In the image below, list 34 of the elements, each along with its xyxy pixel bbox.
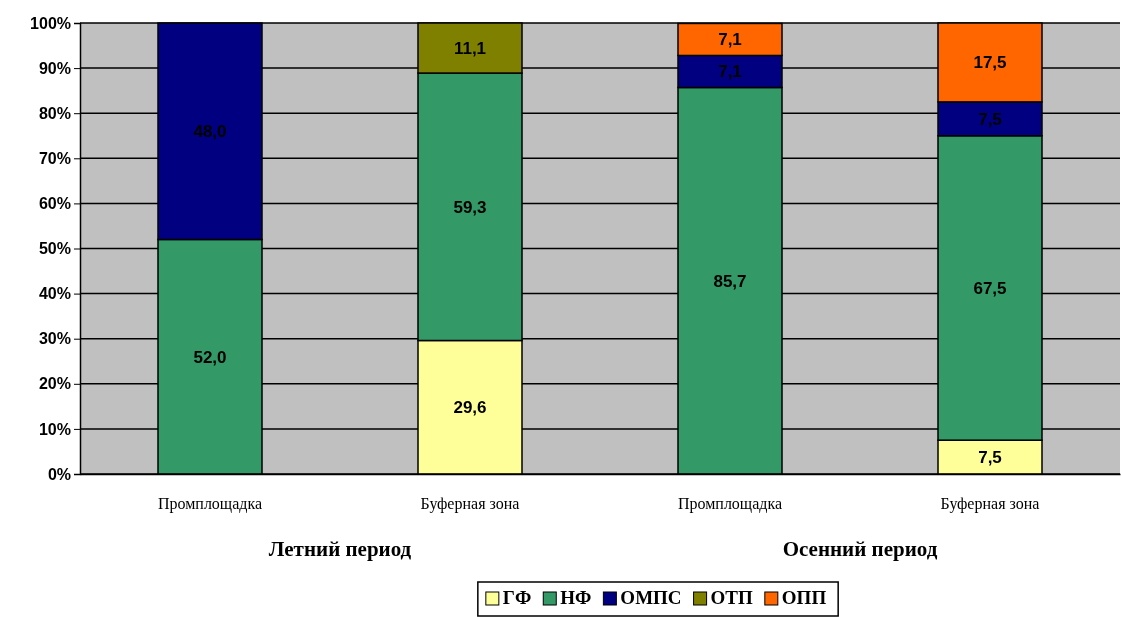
data-label: 59,3: [453, 197, 487, 217]
data-label: 7,1: [718, 62, 742, 82]
data-label: 29,6: [453, 398, 487, 418]
text: Летний период: [268, 537, 412, 561]
y-tick-label: 90%: [38, 59, 71, 77]
legend-label: ОТП: [710, 587, 754, 608]
y-tick-label: 80%: [38, 104, 71, 122]
y-tick-label: 30%: [38, 330, 71, 348]
text: Осенний период: [782, 537, 938, 561]
y-tick-label: 0%: [47, 465, 71, 483]
data-label: 48,0: [193, 122, 227, 142]
x-tick-label: Промплощадка: [157, 495, 263, 514]
x-tick-label: Буферная зона: [420, 495, 520, 514]
y-tick-label: 40%: [38, 285, 71, 303]
data-label: 7,1: [718, 30, 742, 50]
y-tick-label: 100%: [30, 14, 71, 32]
data-label: 17,5: [973, 53, 1007, 73]
legend-label: ГФ: [502, 587, 532, 608]
legend-label: ОМПС: [620, 587, 682, 608]
data-label: 7,5: [978, 109, 1002, 129]
x-tick-label: Промплощадка: [677, 495, 783, 514]
data-label: 11,1: [453, 38, 487, 58]
y-tick-label: 10%: [38, 420, 71, 438]
legend-label: НФ: [560, 587, 592, 608]
x-tick-label: Буферная зона: [940, 495, 1040, 514]
data-label: 7,5: [978, 448, 1002, 468]
data-label: 52,0: [193, 347, 227, 367]
y-tick-label: 60%: [38, 195, 71, 213]
y-tick-label: 20%: [38, 375, 71, 393]
y-tick-label: 50%: [38, 240, 71, 258]
y-tick-label: 70%: [38, 149, 71, 167]
data-label: 85,7: [713, 271, 747, 291]
data-label: 67,5: [973, 278, 1007, 298]
legend-label: ОПП: [781, 587, 827, 608]
